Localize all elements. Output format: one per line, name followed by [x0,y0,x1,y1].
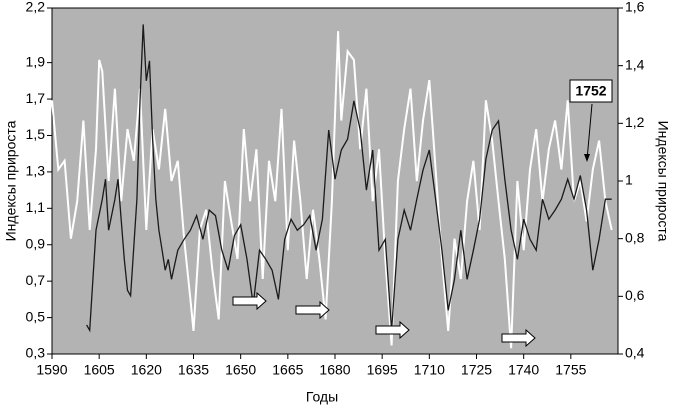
x-tick-label: 1605 [84,362,115,378]
y-tick-label: 0,3 [26,345,46,361]
annotation: 1752 [575,83,606,99]
annotation-arrow [586,103,593,161]
y-tick-label: 1,7 [26,90,46,106]
x-axis-title: Годы [306,389,338,405]
x-tick-label: 1695 [367,362,398,378]
y-tick-label: 1,1 [26,199,46,215]
arrow-marker [295,300,330,320]
annotation-box [569,79,613,103]
arrow-marker [375,320,410,340]
x-tick-label: 1620 [131,362,162,378]
annotation-arrowhead [584,154,590,162]
y2-tick-label: 0,6 [625,287,645,303]
y2-tick-label: 0,4 [625,345,645,361]
series-line [51,31,613,349]
y-tick-label: 1,9 [26,53,46,69]
y2-tick-label: 1,4 [625,56,645,72]
x-tick-label: 1650 [225,362,256,378]
y2-tick-label: 1,6 [625,0,645,15]
x-tick-label: 1755 [555,362,586,378]
arrow-marker [232,291,267,311]
x-tick-label: 1725 [461,362,492,378]
x-tick-label: 1590 [36,362,67,378]
plot-area [51,7,619,355]
y-tick-label: 2,2 [26,0,46,15]
y2-axis-title: Индексы прироста [655,121,671,242]
y-tick-label: 0,5 [26,308,46,324]
y2-tick-label: 1 [625,172,633,188]
y2-tick-label: 0,8 [625,229,645,245]
x-tick-label: 1740 [508,362,539,378]
arrow-marker [501,328,536,348]
y2-tick-label: 1,2 [625,114,645,130]
y-axis-title: Индексы прироста [3,120,19,241]
y-tick-label: 1,3 [26,163,46,179]
series-line [86,24,612,333]
y-tick-label: 0,9 [26,235,46,251]
x-tick-label: 1680 [319,362,350,378]
x-tick-label: 1635 [178,362,209,378]
x-tick-label: 1710 [414,362,445,378]
x-tick-label: 1665 [272,362,303,378]
y-tick-label: 1,5 [26,126,46,142]
y-tick-label: 0,7 [26,272,46,288]
